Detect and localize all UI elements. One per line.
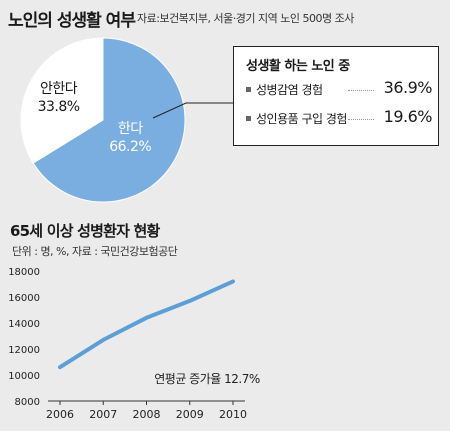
pie-data-label: 66.2%	[109, 139, 151, 155]
callout-box: 성생활 하는 노인 중 성병감염 경험 36.9% 성인용품 구입 경험 19.…	[233, 46, 439, 146]
y-tick-label: 18000	[8, 267, 40, 278]
pie-slice-label: 안한다	[40, 81, 78, 97]
y-tick-label: 14000	[8, 319, 40, 330]
line-chart-units: 단위 : 명, %, 자료 : 국민건강보험공단	[12, 245, 178, 258]
pie-slice-label: 한다	[118, 121, 143, 137]
line-annotation: 연평균 증가율 12.7%	[154, 372, 260, 386]
y-tick-label: 16000	[8, 293, 40, 304]
dotted-leader	[348, 90, 374, 91]
callout-row: 성인용품 구입 경험 19.6%	[246, 107, 433, 129]
callout-row-label: 성인용품 구입 경험	[256, 112, 347, 126]
callout-row-value: 36.9%	[383, 78, 433, 97]
square-bullet-icon	[246, 116, 251, 121]
pie-slice	[32, 37, 186, 203]
pie-chart-title: 노인의 성생활 여부	[8, 11, 136, 31]
line-series	[58, 279, 235, 370]
x-tick-label: 2010	[219, 408, 247, 421]
pie-data-label: 33.8%	[38, 99, 80, 115]
y-tick-label: 12000	[8, 345, 40, 356]
y-tick-label: 10000	[8, 371, 40, 382]
callout-title: 성생활 하는 노인 중	[246, 59, 350, 74]
line-chart-title: 65세 이상 성병환자 현황	[10, 222, 160, 240]
callout-row-label: 성병감염 경험	[256, 83, 323, 97]
callout-row-value: 19.6%	[383, 107, 433, 126]
pie-slice	[20, 37, 104, 164]
pie-chart-source: 자료:보건복지부, 서울·경기 지역 노인 500명 조사	[137, 12, 354, 25]
x-tick-label: 2008	[133, 408, 161, 421]
callout-row: 성병감염 경험 36.9%	[246, 78, 433, 100]
x-tick-label: 2007	[89, 408, 117, 421]
dotted-leader	[348, 119, 374, 120]
x-tick-label: 2009	[176, 408, 204, 421]
square-bullet-icon	[246, 87, 251, 92]
x-tick-label: 2006	[46, 408, 74, 421]
y-tick-label: 8000	[15, 397, 40, 408]
callout-connector	[152, 102, 234, 119]
